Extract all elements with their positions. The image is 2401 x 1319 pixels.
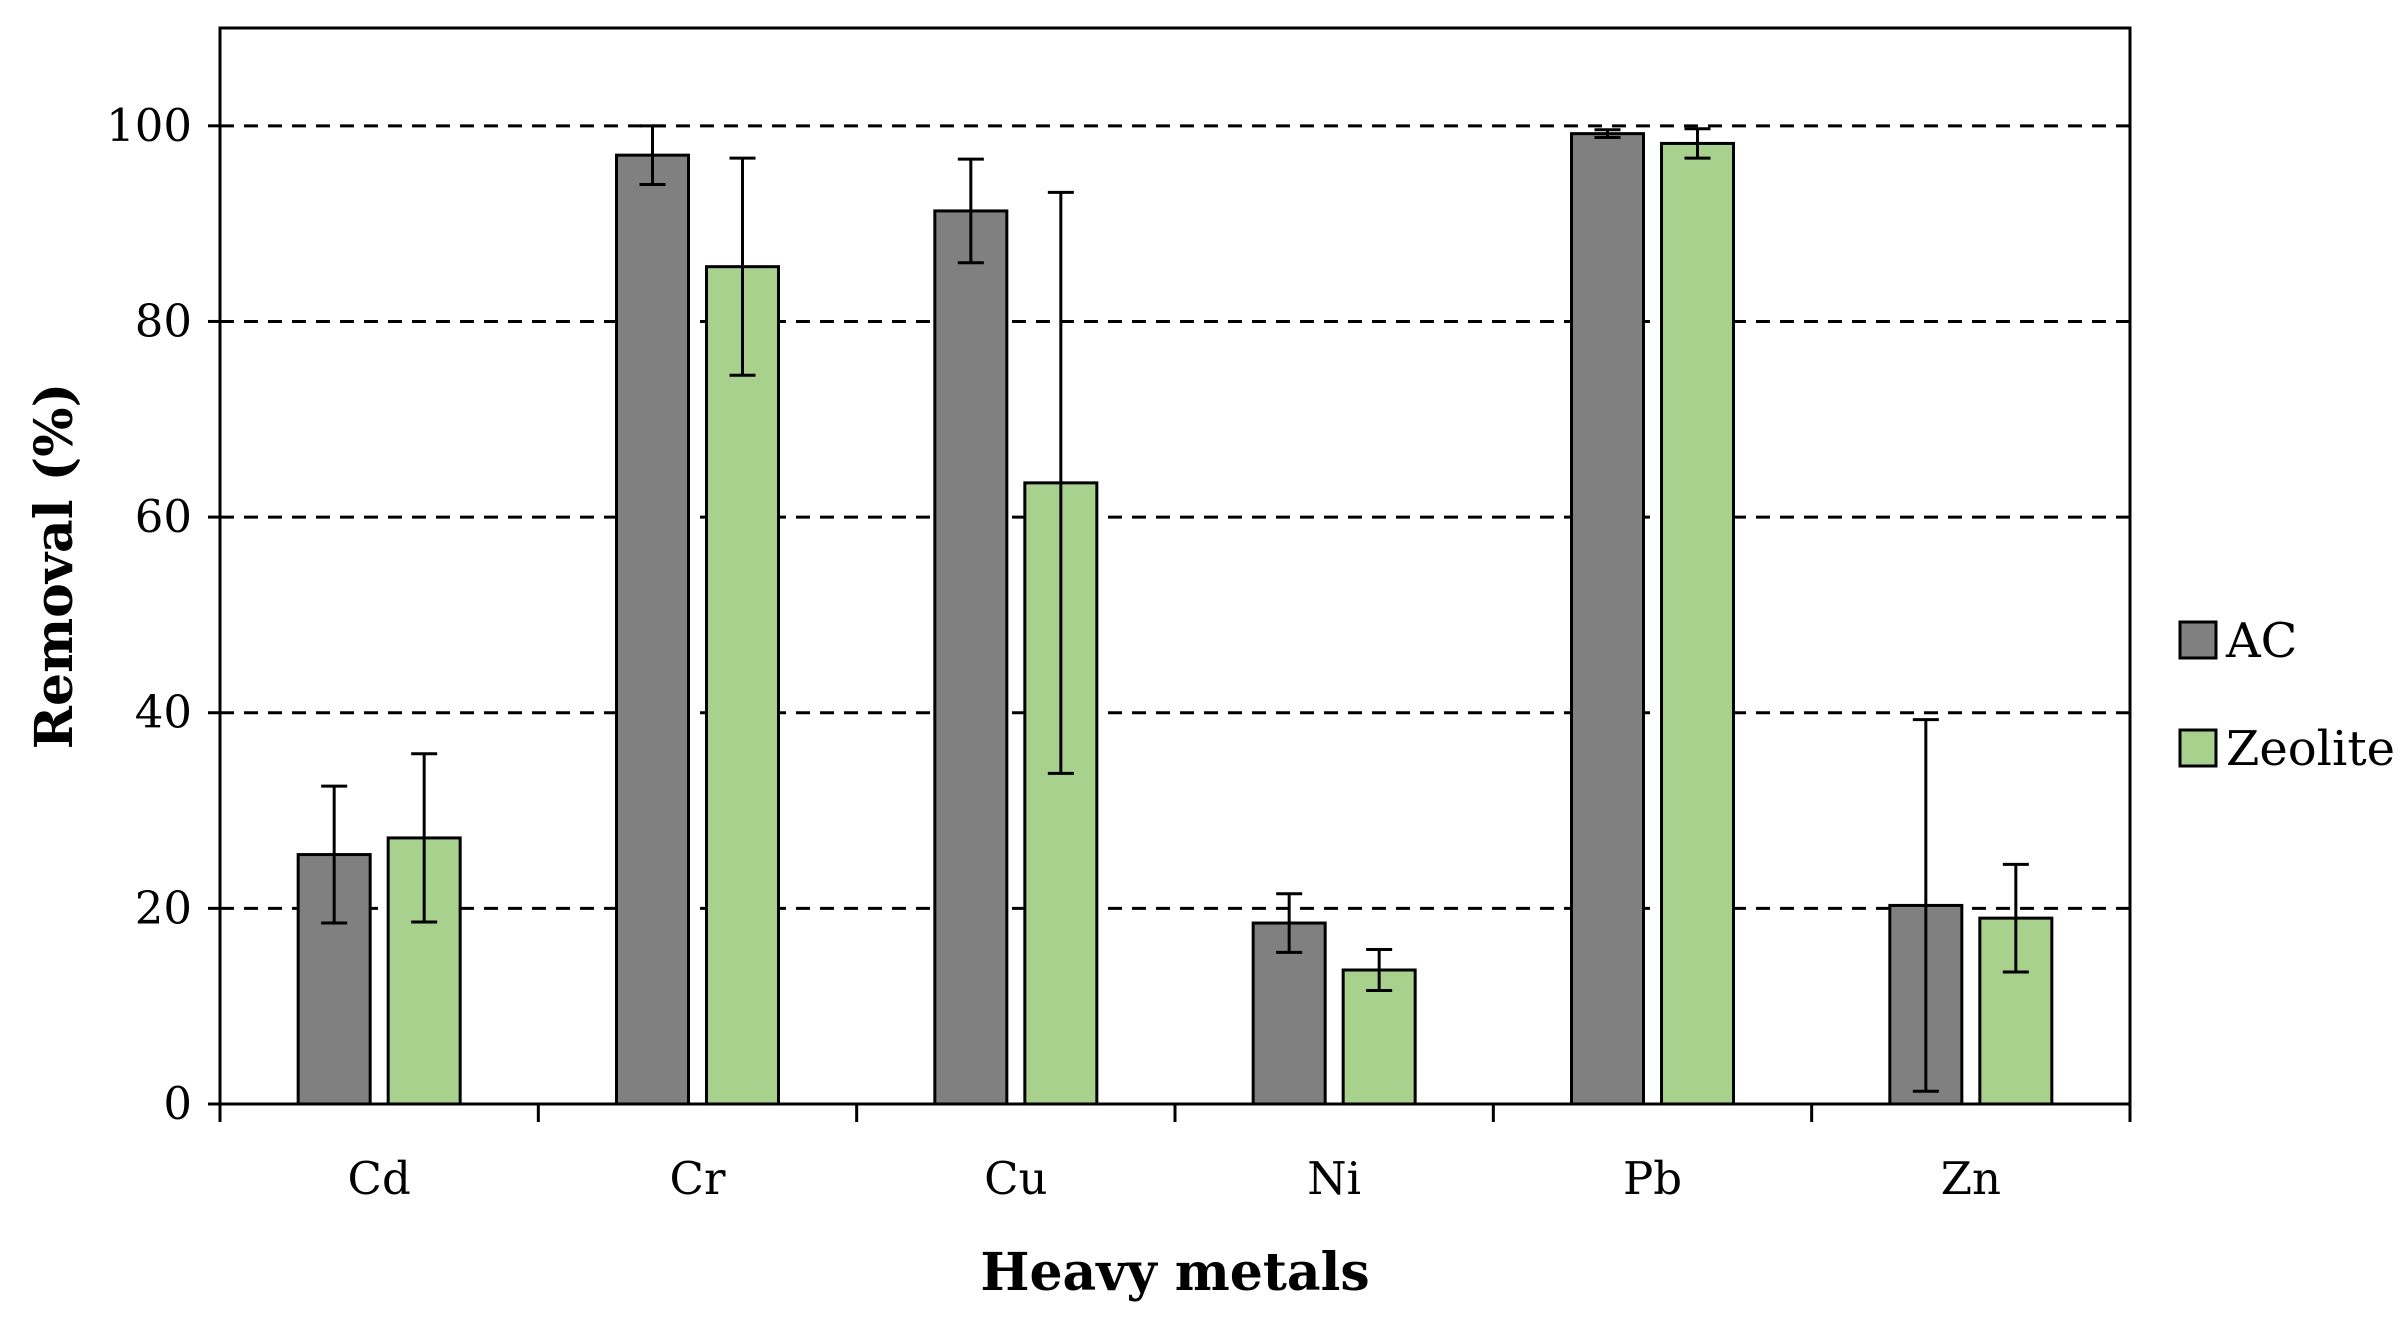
legend-item-ac: AC <box>2178 613 2297 669</box>
bar-ac-cu <box>933 209 1009 1106</box>
bar-ac-cr <box>615 153 690 1106</box>
error-bar-ac-ni <box>1276 892 1303 954</box>
y-tick-label-0: 0 <box>163 1077 192 1130</box>
gridlines <box>220 124 2130 910</box>
bar-zeolite-cr <box>705 265 780 1106</box>
axes <box>208 26 2132 1122</box>
error-bar-zeolite-cu <box>1047 190 1074 775</box>
y-tick-label-40: 40 <box>135 686 192 739</box>
legend-label-zeolite: Zeolite <box>2226 721 2395 777</box>
error-bar-zeolite-ni <box>1366 947 1393 993</box>
error-bar-ac-zn <box>1912 718 1939 1093</box>
error-bar-zeolite-cd <box>411 752 438 924</box>
y-axis-title: Removal (%) <box>24 383 85 749</box>
error-bar-ac-pb <box>1594 128 1621 140</box>
error-bars <box>321 124 2029 1093</box>
legend-swatch-zeolite <box>2178 728 2218 768</box>
error-bar-ac-cu <box>957 157 984 265</box>
legend-swatch-ac <box>2178 620 2218 660</box>
bars <box>296 132 2054 1106</box>
x-tick-label-zn: Zn <box>1941 1152 2001 1205</box>
y-tick-label-80: 80 <box>135 294 192 347</box>
x-tick-label-pb: Pb <box>1623 1152 1682 1205</box>
legend-label-ac: AC <box>2225 613 2297 669</box>
tick-labels: 0 20 40 60 80 100 Cd Cr Cu Ni Pb Zn <box>106 99 2001 1205</box>
legend: AC Zeolite <box>2178 613 2395 777</box>
error-bar-ac-cr <box>639 124 666 187</box>
bar-zeolite-pb <box>1660 141 1735 1106</box>
x-tick-label-cr: Cr <box>670 1152 726 1205</box>
x-tick-label-cd: Cd <box>348 1152 411 1205</box>
x-tick-label-cu: Cu <box>984 1152 1047 1205</box>
error-bar-zeolite-cr <box>729 156 756 377</box>
x-tick-label-ni: Ni <box>1307 1152 1361 1205</box>
x-axis-title: Heavy metals <box>980 1242 1369 1303</box>
error-bar-zeolite-pb <box>1684 127 1711 160</box>
error-bar-zeolite-zn <box>2002 862 2029 974</box>
bar-ac-pb <box>1570 132 1645 1106</box>
y-tick-label-60: 60 <box>135 490 192 543</box>
y-tick-label-100: 100 <box>106 99 192 152</box>
y-tick-label-20: 20 <box>135 881 192 934</box>
error-bar-ac-cd <box>321 784 348 925</box>
legend-item-zeolite: Zeolite <box>2178 721 2395 777</box>
